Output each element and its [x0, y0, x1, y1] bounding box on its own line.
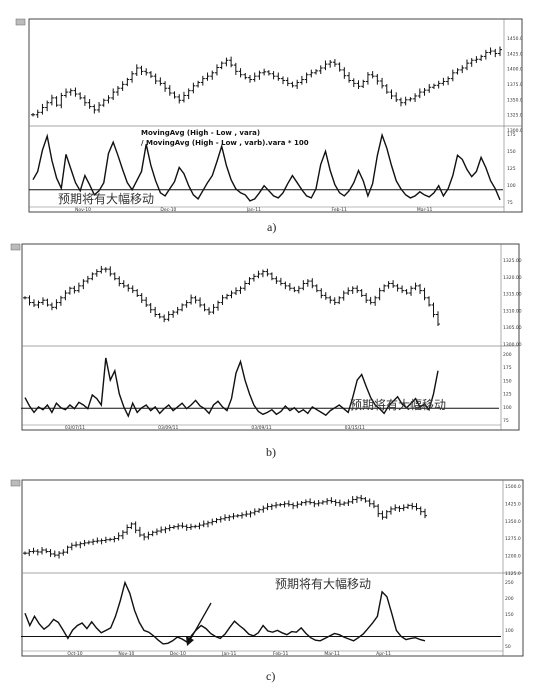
- panel-b-frame: [21, 243, 520, 431]
- panel-c-frame: [21, 479, 524, 657]
- oscillator-line: [24, 357, 439, 418]
- x-tick-label: 03/09/11: [251, 425, 271, 431]
- panel-b-x-ticks: 03/07/11 03/09/11 03/09/11 03/15/11: [65, 425, 365, 431]
- x-tick-label: 03/07/11: [65, 425, 85, 431]
- price-tick-label: 1305.00: [503, 325, 522, 331]
- panel-a-price-ticks: 1450.0 1425.0 1400.0 1375.0 1350.0 1325.0 1300…: [507, 36, 523, 134]
- x-tick-label: Oct-10: [67, 651, 82, 657]
- price-tick-label: 1300.00: [503, 342, 522, 348]
- panel-a-osc-ticks: 175 150 125 100 75: [507, 132, 516, 206]
- caption-b: b): [266, 445, 276, 459]
- osc-tick-label: 100: [507, 183, 516, 189]
- formula-line-1: MovingAvg (High - Low , vara): [141, 129, 260, 137]
- panel-c-annotation: 预期将有大幅移动: [275, 576, 371, 591]
- panel-b-price-bars: [23, 265, 440, 327]
- osc-tick-label: 100: [503, 405, 512, 411]
- formula-line-2: / MovingAvg (High - Low , varb).vara * 1…: [141, 139, 309, 147]
- osc-tick-label: 200: [505, 596, 514, 602]
- panel-c-window-icon: [10, 479, 21, 487]
- osc-tick-label: 125: [507, 166, 516, 172]
- x-tick-label: Nov-10: [118, 651, 134, 657]
- osc-tick-label: 125: [503, 392, 512, 398]
- price-tick-label: 1200.0: [505, 554, 521, 560]
- price-tick-label: 1310.00: [503, 308, 522, 314]
- caption-a: a): [267, 220, 277, 234]
- price-tick-label: 1125.0: [505, 571, 521, 577]
- price-tick-label: 1450.0: [507, 36, 523, 42]
- osc-tick-label: 50: [505, 644, 511, 650]
- oscillator-line: [24, 580, 426, 645]
- x-tick-label: Dec-10: [170, 651, 186, 657]
- osc-tick-label: 150: [505, 612, 514, 618]
- oscillator-line: [32, 132, 501, 202]
- x-tick-label: 03/15/11: [345, 425, 365, 431]
- x-tick-label: Dec-10: [160, 207, 176, 213]
- panel-b-oscillator: [21, 357, 499, 418]
- panel-c: 1500.0 1425.0 1350.0 1275.0 1200.0 1125.0 250…: [10, 479, 524, 657]
- osc-tick-label: 175: [507, 132, 516, 138]
- x-tick-label: Feb-11: [332, 207, 347, 213]
- osc-tick-label: 75: [503, 418, 509, 424]
- osc-tick-label: 150: [503, 378, 512, 384]
- x-tick-label: Mar-11: [417, 207, 433, 213]
- price-tick-label: 1275.0: [505, 536, 521, 542]
- panel-b-osc-ticks: 200 175 150 125 100 75: [503, 352, 512, 424]
- panel-a-frame: [28, 18, 523, 213]
- caption-c: c): [266, 669, 276, 683]
- x-tick-label: Feb-11: [273, 651, 288, 657]
- panel-c-price-ticks: 1500.0 1425.0 1350.0 1275.0 1200.0 1125.0: [505, 484, 521, 577]
- x-tick-label: Jan-11: [221, 651, 236, 657]
- x-tick-label: Mar-11: [324, 651, 340, 657]
- panel-b: 1325.00 1320.00 1315.00 1310.00 1305.00 1300.…: [10, 243, 522, 431]
- x-tick-label: 03/09/11: [158, 425, 178, 431]
- panel-c-arrow-head: [186, 636, 194, 646]
- osc-tick-label: 200: [503, 352, 512, 358]
- price-tick-label: 1375.0: [507, 82, 523, 88]
- panel-c-osc-ticks: 250 200 150 100 50: [505, 580, 514, 650]
- osc-tick-label: 150: [507, 149, 516, 155]
- panel-a-annotation: 预期将有大幅移动: [58, 191, 154, 206]
- panel-b-window-icon: [10, 243, 21, 251]
- panel-c-oscillator: [21, 580, 501, 645]
- panel-c-x-ticks: Oct-10 Nov-10 Dec-10 Jan-11 Feb-11 Mar-11 Apr-…: [67, 651, 391, 657]
- price-tick-label: 1425.0: [505, 501, 521, 507]
- panel-b-annotation: 预期将有大幅移动: [350, 397, 446, 412]
- panel-c-arrow-line: [189, 602, 212, 641]
- price-tick-label: 1350.0: [505, 519, 521, 525]
- panel-a-oscillator: [29, 132, 503, 202]
- x-tick-label: Jan-11: [246, 207, 261, 213]
- price-tick-label: 1400.0: [507, 67, 523, 73]
- panel-b-price-ticks: 1325.00 1320.00 1315.00 1310.00 1305.00 1300.…: [503, 258, 522, 348]
- osc-tick-label: 75: [507, 200, 513, 206]
- panel-c-price-bars: [23, 494, 427, 559]
- price-tick-label: 1350.0: [507, 97, 523, 103]
- panel-a-price-bars: [31, 46, 502, 118]
- osc-tick-label: 100: [505, 628, 514, 634]
- panel-a-window-icon: [15, 18, 26, 26]
- panel-a-x-ticks: Nov-10 Dec-10 Jan-11 Feb-11 Mar-11: [75, 207, 433, 213]
- price-tick-label: 1320.00: [503, 275, 522, 281]
- price-tick-label: 1325.0: [507, 113, 523, 119]
- price-tick-label: 1500.0: [505, 484, 521, 490]
- panel-a: 1450.0 1425.0 1400.0 1375.0 1350.0 1325.0 1300…: [15, 18, 523, 213]
- price-tick-label: 1425.0: [507, 51, 523, 57]
- osc-tick-label: 175: [503, 365, 512, 371]
- x-tick-label: Apr-11: [376, 651, 391, 657]
- osc-tick-label: 250: [505, 580, 514, 586]
- price-tick-label: 1315.00: [503, 292, 522, 298]
- price-tick-label: 1325.00: [503, 258, 522, 264]
- price-tick-label: 1300.0: [507, 128, 523, 134]
- x-tick-label: Nov-10: [75, 207, 91, 213]
